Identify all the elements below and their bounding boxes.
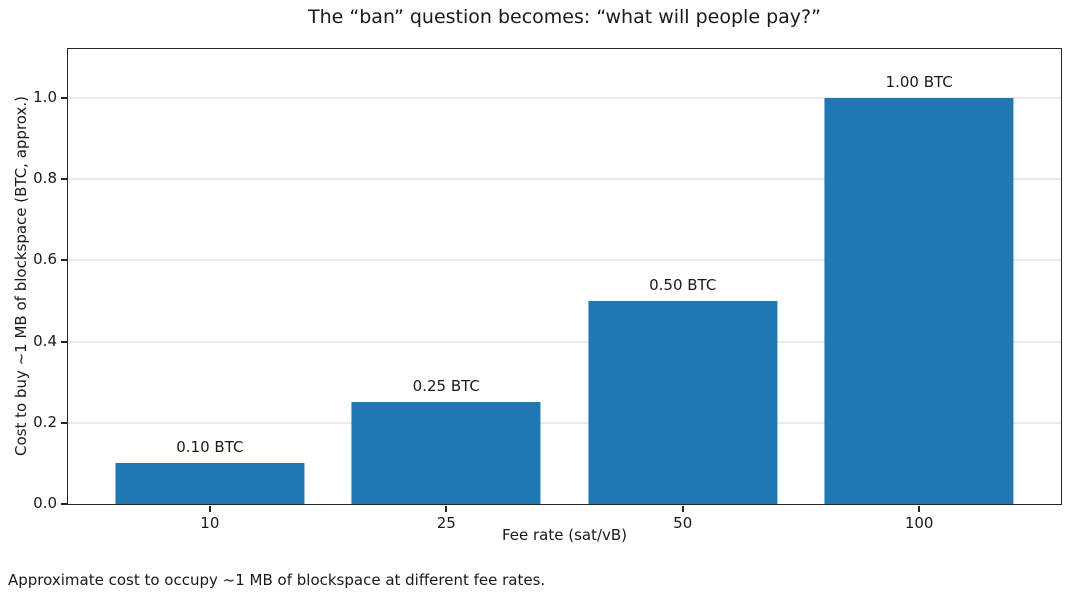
y-tick-label: 0.0 [33, 494, 57, 513]
y-axis-label: Cost to buy ~1 MB of blockspace (BTC, ap… [12, 95, 30, 457]
x-tick-label: 25 [436, 514, 456, 532]
x-tick-mark [208, 505, 211, 512]
bar [115, 463, 305, 504]
bar [351, 402, 541, 504]
figure-caption: Approximate cost to occupy ~1 MB of bloc… [8, 571, 546, 589]
bar [588, 300, 778, 504]
x-tick-label: 10 [200, 514, 220, 532]
x-axis-label: Fee rate (sat/vB) [501, 526, 628, 544]
gridline [68, 341, 1061, 342]
gridline [68, 97, 1061, 99]
y-tick-label: 0.4 [33, 331, 57, 350]
bar-value-label: 0.25 BTC [412, 377, 480, 396]
x-tick-mark [445, 505, 448, 512]
bar [824, 97, 1014, 504]
bar-value-label: 0.50 BTC [649, 275, 717, 294]
y-tick-mark [60, 421, 67, 424]
gridline [68, 259, 1061, 261]
y-tick-mark [60, 503, 67, 505]
chart-title: The “ban” question becomes: “what will p… [308, 6, 821, 28]
y-tick-mark [60, 340, 67, 343]
x-tick-label: 50 [673, 514, 693, 532]
bar-value-label: 0.10 BTC [176, 438, 244, 457]
x-tick-mark [681, 505, 684, 512]
y-tick-label: 0.8 [33, 169, 57, 188]
y-tick-label: 0.6 [33, 250, 57, 269]
bar-value-label: 1.00 BTC [885, 72, 953, 91]
gridline [68, 178, 1061, 180]
y-tick-mark [60, 178, 67, 180]
y-tick-mark [60, 96, 67, 99]
gridline [68, 422, 1061, 424]
x-tick-label: 100 [904, 514, 934, 532]
y-tick-mark [60, 259, 67, 262]
y-tick-label: 1.0 [33, 87, 57, 106]
y-tick-label: 0.2 [33, 412, 57, 431]
x-tick-mark [918, 505, 921, 512]
plot-area: 0.0 0.2 0.4 0.6 0.8 1.0 0.10 BTC 10 0.25 BTC 25 0.… [33, 48, 1062, 532]
